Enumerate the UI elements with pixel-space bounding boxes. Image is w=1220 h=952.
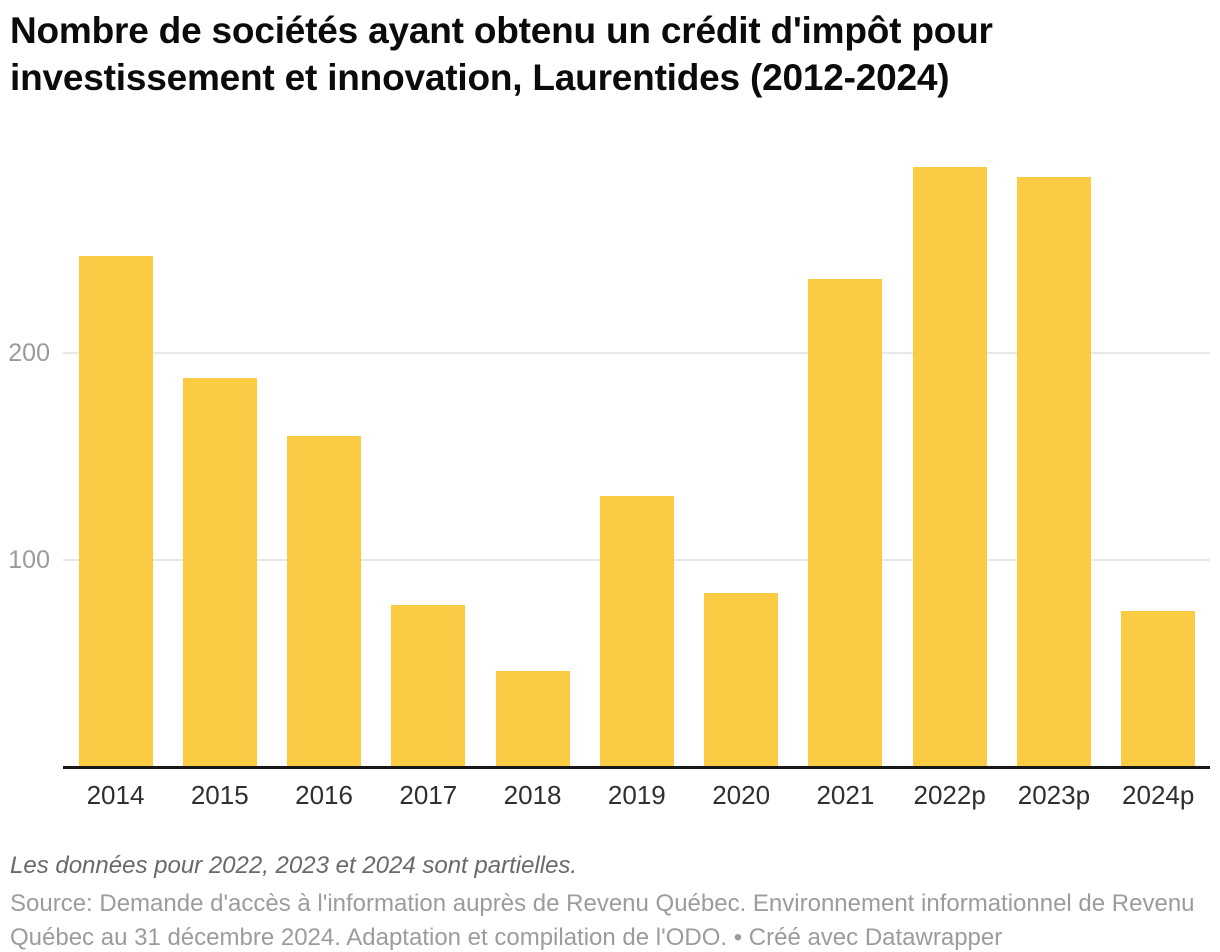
bar-2020[interactable]: [704, 592, 779, 766]
x-tick-label-2019: 2019: [607, 780, 666, 810]
y-axis: 100 200: [0, 150, 50, 766]
x-tick-label-2020: 2020: [712, 780, 771, 810]
x-tick-label-2018: 2018: [503, 780, 562, 810]
x-tick-label-2023p: 2023p: [1017, 780, 1091, 810]
x-tick-label-2015: 2015: [190, 780, 249, 810]
bar-2017[interactable]: [391, 604, 466, 766]
chart-source: Source: Demande d'accès à l'information …: [10, 890, 1195, 951]
x-tick-label-2021: 2021: [816, 780, 875, 810]
x-axis: 2014 2015 2016 2017 2018 2019 2020 2021 2022p 202…: [63, 779, 1210, 813]
bar-2022p[interactable]: [912, 167, 987, 766]
bar-2023p[interactable]: [1016, 177, 1091, 766]
bar-2016[interactable]: [287, 435, 362, 766]
x-tick-label-2017: 2017: [399, 780, 458, 810]
x-tick-label-2022p: 2022p: [913, 780, 986, 810]
gridline-200: [63, 352, 1210, 354]
bar-2018[interactable]: [495, 671, 570, 766]
bar-2014[interactable]: [78, 255, 153, 766]
x-axis-line: [63, 766, 1210, 769]
y-tick-label-100: 100: [8, 545, 50, 574]
bar-2015[interactable]: [182, 377, 257, 766]
y-tick-label-200: 200: [8, 339, 50, 367]
bar-2019[interactable]: [599, 495, 674, 766]
chart-title: Nombre de sociétés ayant obtenu un crédi…: [10, 10, 993, 98]
chart-notes: Les données pour 2022, 2023 et 2024 sont…: [10, 852, 578, 879]
bar-2024p[interactable]: [1121, 611, 1196, 766]
x-tick-label-2016: 2016: [295, 780, 353, 810]
x-tick-label-2024p: 2024p: [1122, 780, 1195, 810]
plot-area: [63, 150, 1210, 769]
bar-2021[interactable]: [808, 278, 883, 766]
x-tick-label-2014: 2014: [86, 780, 145, 810]
